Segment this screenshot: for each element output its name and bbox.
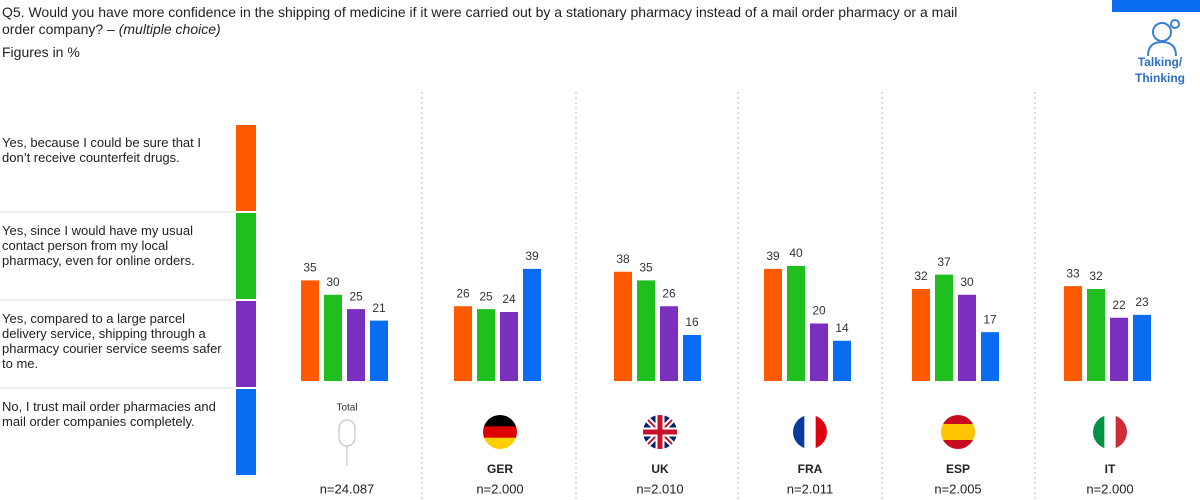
bar xyxy=(523,268,541,381)
sample-size: n=2.010 xyxy=(636,481,683,496)
value-label: 22 xyxy=(1112,298,1126,312)
bar xyxy=(477,309,495,381)
value-label: 25 xyxy=(349,289,363,303)
category-label: ESP xyxy=(946,462,970,476)
flag-stripe xyxy=(793,415,805,449)
legend-label: Yes, compared to a large parcel delivery… xyxy=(2,311,222,371)
legend-swatch xyxy=(236,213,256,299)
value-label: 35 xyxy=(303,261,317,275)
sample-size: n=2.000 xyxy=(476,481,523,496)
flag-stripe xyxy=(815,415,827,449)
bar xyxy=(301,280,319,381)
value-label: 32 xyxy=(1089,269,1103,283)
bar xyxy=(454,306,472,381)
bar xyxy=(935,274,953,381)
value-label: 30 xyxy=(960,275,974,289)
bar xyxy=(637,280,655,381)
legend-label: Yes, because I could be sure that I don’… xyxy=(2,135,201,165)
value-label: 21 xyxy=(372,301,386,315)
legend-label: No, I trust mail order pharmacies and ma… xyxy=(2,399,216,429)
bar xyxy=(764,268,782,381)
bar xyxy=(958,294,976,381)
category-label: GER xyxy=(487,462,513,476)
value-label: 14 xyxy=(835,321,849,335)
flag-stripe xyxy=(483,415,517,427)
flag-stripe xyxy=(1104,415,1117,449)
bar xyxy=(370,320,388,381)
value-label: 38 xyxy=(616,252,630,266)
value-label: 25 xyxy=(479,289,493,303)
flag-stripe xyxy=(941,424,975,441)
chart-title: Q5. Would you have more confidence in th… xyxy=(2,4,958,37)
subtitle: Figures in % xyxy=(2,44,80,60)
value-label: 35 xyxy=(639,261,653,275)
bar xyxy=(981,332,999,381)
value-label: 39 xyxy=(525,249,539,263)
value-label: 37 xyxy=(937,255,951,269)
legend-swatch xyxy=(236,389,256,475)
bar xyxy=(787,266,805,381)
value-label: 23 xyxy=(1135,295,1149,309)
badge-line: Thinking xyxy=(1135,71,1185,85)
sample-size: n=24.087 xyxy=(320,481,375,496)
value-label: 26 xyxy=(456,286,470,300)
flag-stripe xyxy=(483,426,517,439)
value-label: 17 xyxy=(983,312,997,326)
sample-size: n=2.000 xyxy=(1086,481,1133,496)
category-label: Total xyxy=(336,403,357,414)
category-label: FRA xyxy=(798,462,823,476)
value-label: 39 xyxy=(766,249,780,263)
flag-stripe xyxy=(1093,415,1105,449)
value-label: 40 xyxy=(789,246,803,260)
sample-size: n=2.011 xyxy=(787,481,833,496)
mic-icon xyxy=(338,419,356,447)
category-label: IT xyxy=(1105,462,1116,476)
legend-label: Yes, since I would have my usual contact… xyxy=(2,223,195,268)
flag-stripe xyxy=(483,437,517,449)
bar xyxy=(912,289,930,381)
bar xyxy=(660,306,678,381)
value-label: 16 xyxy=(685,315,699,329)
category-label: UK xyxy=(651,462,669,476)
brand-badge xyxy=(1112,0,1200,12)
bar xyxy=(833,340,851,381)
bar xyxy=(1087,289,1105,381)
bar xyxy=(1133,314,1151,381)
value-label: 30 xyxy=(326,275,340,289)
sample-size: n=2.005 xyxy=(934,481,981,496)
bar xyxy=(1064,286,1082,381)
value-label: 32 xyxy=(914,269,928,283)
chart-title-block: Q5. Would you have more confidence in th… xyxy=(2,4,982,38)
flag-stripe xyxy=(1115,415,1127,449)
bar xyxy=(683,335,701,381)
value-label: 26 xyxy=(662,286,676,300)
bar xyxy=(347,309,365,381)
flag-stripe xyxy=(804,415,817,449)
bar xyxy=(324,294,342,381)
talking-icon xyxy=(1147,19,1180,57)
bar xyxy=(500,312,518,381)
value-label: 24 xyxy=(502,292,516,306)
value-label: 20 xyxy=(812,304,826,318)
value-label: 33 xyxy=(1066,266,1080,280)
title-note: (multiple choice) xyxy=(118,21,221,37)
legend-swatch xyxy=(236,125,256,211)
flag-stripe xyxy=(941,415,975,425)
bar xyxy=(1110,317,1128,381)
legend-swatch xyxy=(236,301,256,387)
flag-cross xyxy=(643,415,677,449)
bar xyxy=(810,323,828,381)
bar xyxy=(614,271,632,381)
badge-line: Talking/ xyxy=(1138,55,1183,69)
flag-stripe xyxy=(941,440,975,449)
